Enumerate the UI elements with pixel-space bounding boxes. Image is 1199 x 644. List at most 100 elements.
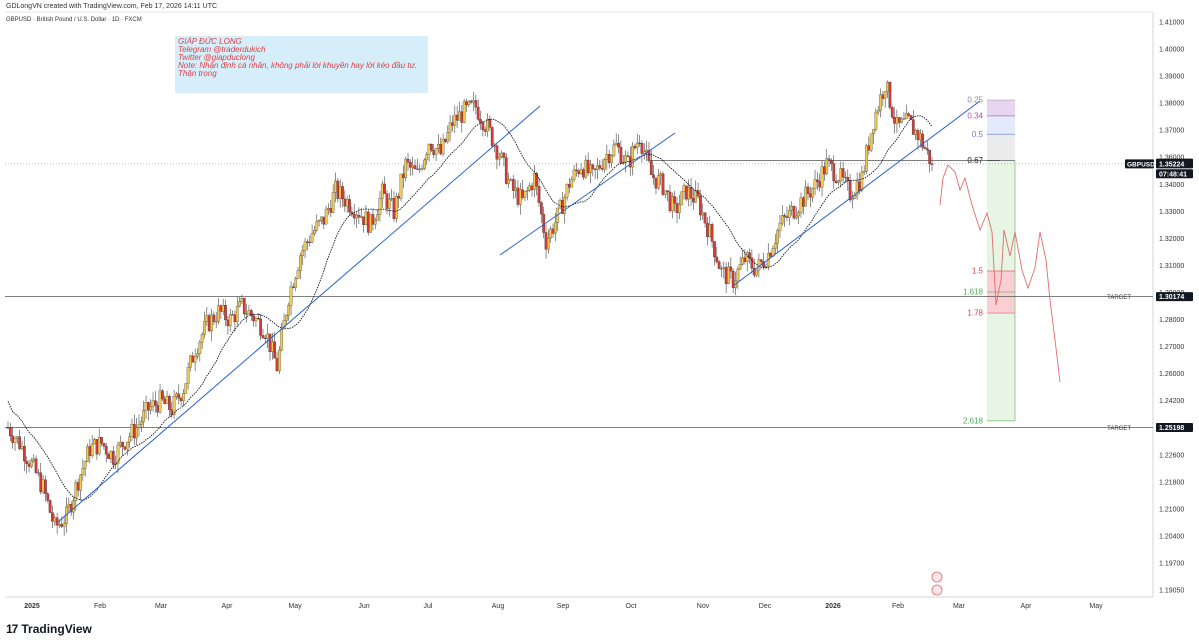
candle-body [408,162,412,168]
price-label-bg [1156,169,1193,179]
candle-body [708,224,712,237]
candle-body [806,186,810,194]
candle-body [869,133,873,151]
target-label: TARGET [1107,295,1131,301]
tradingview-logo[interactable]: 17 TradingView [6,622,92,636]
candle-body [67,504,71,508]
candle-body [301,250,305,256]
candle-body [904,113,908,120]
candle-body [240,298,244,302]
candle-body [285,315,288,321]
candle-body [41,479,45,493]
candle-body [801,197,805,207]
candle-body [907,113,910,116]
candle-body [776,230,779,244]
candle-body [219,305,223,312]
price-tick-label: 1.21800 [1159,479,1184,486]
candle-body [210,314,213,332]
candle-body [130,423,134,437]
candle-body [376,214,379,221]
candle-body [322,216,326,225]
candle-body [413,165,417,170]
candle-body [544,232,548,250]
fib-level-label: 2.618 [963,416,984,425]
target-label: TARGET [1107,426,1131,432]
candle-body [259,318,262,336]
candle-body [74,482,78,501]
candle-body [198,342,202,354]
candle-body [930,163,934,165]
candle-body [925,148,929,151]
candle-body [86,446,89,462]
candle-body [95,439,99,455]
candle-body [731,270,735,288]
candle-body [687,187,691,200]
candle-body [680,191,684,206]
time-tick-label: Jun [358,603,369,610]
candle-body [420,168,424,170]
author-note: GIÁP ĐỨC LONG Telegram @traderdukich Twi… [175,36,428,93]
candle-body [32,458,36,461]
candle-body [773,242,777,249]
candle-body [179,397,183,402]
candle-body [472,100,475,103]
price-tick-label: 1.31000 [1159,263,1184,270]
candle-body [154,400,157,406]
candle-body [226,319,230,327]
candle-body [862,170,866,173]
candle-body [306,241,309,243]
candle-body [883,91,887,99]
candle-body [320,216,323,221]
candle-body [249,310,253,316]
candle-body [292,286,295,288]
candle-body [296,270,300,279]
candle-body [142,410,146,422]
candle-body [825,158,829,175]
candle-body [387,198,391,209]
candle-body [270,341,274,353]
fib-level-label: 0.34 [967,111,983,120]
candle-body [46,493,50,501]
candle-body [184,383,188,394]
candle-body [607,154,611,163]
candle-body [816,179,819,182]
candle-body [504,157,508,184]
candle-body [809,193,812,198]
candle-body [582,169,585,178]
candle-body [640,143,644,154]
candle-body [373,220,377,225]
candle-body [18,436,22,449]
price-tick-label: 1.19700 [1159,560,1184,567]
candle-body [554,222,557,234]
candle-body [462,101,466,123]
price-label: 07:48:41 [1159,171,1187,178]
candle-body [900,118,903,123]
candle-body [631,145,634,168]
price-tick-label: 1.19050 [1159,588,1184,595]
candle-body [813,179,817,189]
time-tick-label: Sep [557,603,570,610]
candle-body [165,396,169,404]
candle-body [93,439,96,445]
candle-body [537,186,541,203]
candle-body [48,500,52,513]
time-tick-label: Mar [155,603,168,610]
candle-body [663,190,667,195]
chart-credit: GDLongVN created with TradingView.com, F… [6,3,218,10]
candle-body [406,158,410,163]
candle-body [867,145,871,151]
candle-body [6,427,10,429]
candle-body [474,100,478,108]
candle-body [811,188,815,198]
candle-body [558,200,562,209]
candle-body [327,208,330,210]
candle-body [528,185,532,191]
candle-body [858,181,861,191]
candle-body [769,253,772,257]
note-line: GIÁP ĐỨC LONG [178,37,242,46]
price-tick-label: 1.24200 [1159,398,1184,405]
candle-body [834,180,838,183]
candle-body [432,150,436,155]
candle-body [839,168,843,182]
